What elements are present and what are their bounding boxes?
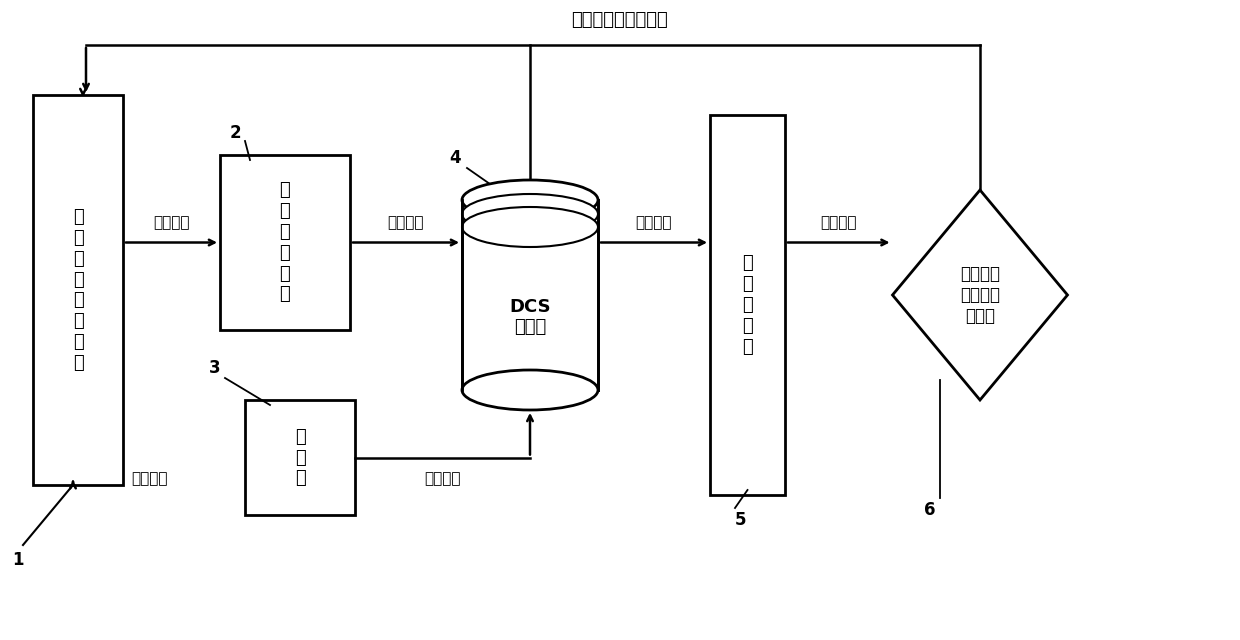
Bar	[33, 95, 123, 485]
Text: 3: 3	[210, 359, 221, 377]
Bar	[219, 155, 350, 330]
Ellipse shape	[463, 194, 598, 234]
Text: 熔融指数
软测量值
显示仪: 熔融指数 软测量值 显示仪	[960, 265, 999, 325]
Ellipse shape	[463, 180, 598, 220]
Text: 2: 2	[229, 124, 241, 142]
Text: DCS
数据库: DCS 数据库	[510, 298, 551, 337]
Text: 丙
烯
聚
合
生
产
过
程: 丙 烯 聚 合 生 产 过 程	[73, 208, 83, 372]
Text: 软
测
量
模
型: 软 测 量 模 型	[742, 254, 753, 356]
Ellipse shape	[463, 207, 598, 247]
Text: 模型输入: 模型输入	[636, 216, 672, 230]
Polygon shape	[893, 190, 1068, 400]
Ellipse shape	[463, 370, 598, 410]
Text: 1: 1	[12, 551, 24, 569]
Text: 易测变量: 易测变量	[154, 216, 190, 230]
Text: 控
制
站: 控 制 站	[295, 428, 305, 487]
Text: 易测变量: 易测变量	[388, 216, 424, 230]
Text: 操作变量: 操作变量	[130, 472, 167, 486]
Text: 模型输出: 模型输出	[821, 216, 857, 230]
Text: 5: 5	[734, 511, 745, 529]
Text: 4: 4	[449, 149, 461, 167]
Text: 熔融指数离线化验值: 熔融指数离线化验值	[572, 11, 668, 29]
Bar	[246, 400, 355, 515]
Text: 6: 6	[924, 501, 936, 519]
Text: 操作变量: 操作变量	[424, 472, 461, 486]
Text: 现
场
智
能
仪
表: 现 场 智 能 仪 表	[280, 182, 290, 303]
Bar	[711, 115, 785, 495]
